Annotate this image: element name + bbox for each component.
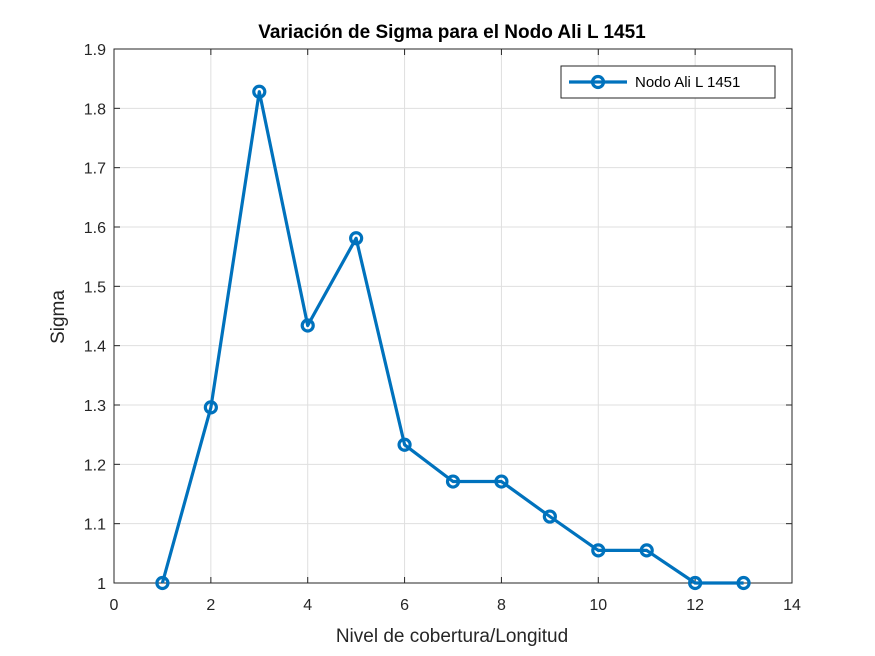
y-tick-label: 1.1 bbox=[84, 517, 106, 534]
x-tick-label: 14 bbox=[783, 597, 801, 614]
x-tick-label: 0 bbox=[110, 597, 119, 614]
data-point bbox=[252, 84, 267, 99]
grid bbox=[113, 48, 793, 584]
series-layer bbox=[155, 84, 751, 591]
y-tick-label: 1.2 bbox=[84, 457, 106, 474]
series-line bbox=[160, 90, 744, 585]
data-point bbox=[688, 575, 703, 591]
x-tick-label: 10 bbox=[589, 597, 607, 614]
y-tick-label: 1.6 bbox=[84, 220, 106, 237]
x-tick-label: 8 bbox=[497, 597, 506, 614]
y-tick-label: 1.4 bbox=[84, 339, 106, 356]
legend: Nodo Ali L 1451 bbox=[560, 65, 776, 99]
data-point bbox=[736, 575, 751, 591]
y-tick-label: 1.9 bbox=[84, 42, 106, 59]
data-point bbox=[494, 474, 509, 489]
data-point bbox=[155, 575, 170, 591]
data-point bbox=[203, 400, 218, 415]
chart-title: Variación de Sigma para el Nodo Ali L 14… bbox=[258, 22, 646, 43]
data-point bbox=[397, 437, 412, 452]
x-tick-label: 6 bbox=[400, 597, 409, 614]
x-axis-label: Nivel de cobertura/Longitud bbox=[336, 626, 568, 647]
axes bbox=[113, 48, 793, 584]
y-tick-label: 1 bbox=[97, 576, 106, 593]
x-tick-label: 12 bbox=[686, 597, 704, 614]
data-point bbox=[591, 543, 606, 558]
tick-labels: 0 2 4 6 8 10 12 14 1 1.1 1.2 1.3 1.4 1.5 1.6 1.7 1.8 1.9 bbox=[84, 42, 801, 614]
y-tick-label: 1.7 bbox=[84, 161, 106, 178]
x-tick-label: 2 bbox=[206, 597, 215, 614]
data-point bbox=[445, 474, 461, 489]
y-axis-label: Sigma bbox=[48, 290, 69, 344]
data-point bbox=[542, 509, 557, 524]
legend-marker bbox=[590, 74, 606, 90]
data-point bbox=[300, 318, 315, 333]
y-tick-label: 1.3 bbox=[84, 398, 106, 415]
legend-label: Nodo Ali L 1451 bbox=[635, 74, 740, 91]
y-tick-label: 1.5 bbox=[84, 279, 106, 296]
data-point bbox=[349, 231, 364, 246]
data-point bbox=[639, 543, 654, 558]
x-tick-label: 4 bbox=[303, 597, 312, 614]
axes-box bbox=[113, 48, 793, 584]
plot-background bbox=[114, 49, 792, 583]
y-tick-label: 1.8 bbox=[84, 101, 106, 118]
